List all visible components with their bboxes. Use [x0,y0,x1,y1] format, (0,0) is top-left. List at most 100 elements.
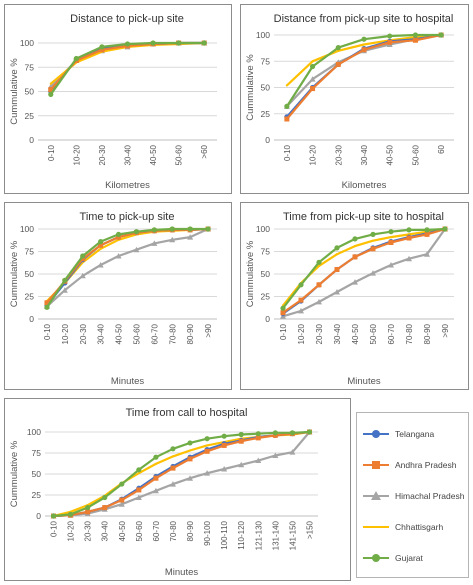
x-axis-label: Kilometres [105,180,150,191]
data-point [204,470,211,476]
data-point [187,440,193,446]
x-tick-label: 40-50 [115,323,124,344]
x-axis-label: Minutes [165,567,199,578]
data-point [169,481,176,487]
data-point [337,49,340,52]
x-tick-label: 30-40 [97,323,106,344]
data-point [424,227,430,233]
data-point [204,448,210,454]
series-line [46,227,209,302]
data-point [238,438,244,444]
x-tick-label: 110-120 [237,520,246,549]
series-gujarat [284,32,444,109]
series-telangana [280,226,448,317]
data-point [80,256,86,262]
x-tick-label: 20-30 [334,144,343,165]
data-point [102,505,108,511]
legend-swatch-telangana [363,429,389,439]
data-point [201,40,207,46]
chart-title: Distance to pick-up site [70,13,184,25]
data-point [44,300,50,306]
x-tick-label: 70-80 [168,323,177,344]
chart-svg: Distance to pick-up site 0 25 50 75 100 0-10 10… [9,13,217,191]
data-point [98,242,104,248]
data-point [361,47,367,53]
series-line [282,227,446,315]
data-point [170,446,176,452]
data-point [221,442,227,448]
y-tick-label: 100 [256,224,270,234]
data-point [255,435,261,441]
y-axis-label: Cummulative % [245,54,256,121]
data-point [61,287,68,293]
legend-label: Gujarat [395,553,423,563]
legend-item-chhattisgarh: Chhattisgarh [363,520,443,534]
x-axis-label: Minutes [111,376,145,387]
data-point [280,305,286,311]
y-tick-label: 25 [261,109,271,119]
data-point [387,33,393,39]
legend-label: Chhattisgarh [395,522,444,532]
data-point [176,40,182,46]
data-point [80,253,86,259]
series-line [282,227,446,314]
data-point [204,436,210,442]
data-point [389,236,393,239]
data-point [335,61,341,67]
data-point [150,40,156,46]
series-line [46,227,208,308]
data-point [116,234,122,240]
chart-legend: Telangana Andhra Pradesh Himachal Prades… [356,412,469,578]
chart-panel-time-to-hospital: Time from pick-up site to hospital 0 25 50 7… [240,202,469,390]
chart-panel-distance-to-pickup: Distance to pick-up site 0 25 50 75 100 0-10 10… [4,4,232,194]
x-tick-label: 50-60 [369,323,378,344]
y-tick-label: 0 [29,314,34,324]
data-point [136,487,142,493]
series-line [49,41,205,91]
y-tick-label: 0 [265,135,270,145]
y-axis-label: Cummulative % [9,240,20,307]
y-tick-label: 50 [261,83,271,93]
data-point [50,513,57,519]
data-point [424,231,430,237]
data-point [188,449,192,452]
data-point [133,229,140,235]
legend-item-telangana: Telangana [363,427,434,441]
chart-title: Time to pick-up site [80,211,175,223]
x-tick-label: 0-10 [279,323,288,340]
data-point [306,429,313,435]
legend-swatch-andhra-pradesh [363,460,389,470]
y-tick-label: 0 [29,135,34,145]
data-point [334,267,340,272]
series-himachal-pradesh [280,226,448,319]
data-point [238,431,244,438]
y-tick-label: 100 [27,427,41,437]
chart-svg: Time from pick-up site to hospital 0 25 50 7… [245,211,454,387]
data-point [99,247,102,250]
data-point [316,298,322,305]
data-point [115,231,122,237]
x-tick-label: 0-10 [283,144,292,161]
x-tick-label: 50-60 [175,144,184,165]
x-tick-label: 20-30 [84,520,93,541]
data-point [154,462,158,466]
data-point [187,456,193,462]
data-point [135,494,142,501]
legend-swatch-himachal-pradesh [363,491,389,501]
data-point [352,279,358,285]
x-tick-label: 10-20 [67,520,76,541]
x-tick-label: 20-30 [98,144,107,165]
chart-svg: Time to pick-up site 0 25 50 75 100 0-10 10-20 2… [9,211,217,387]
circle-marker-icon [372,554,380,562]
x-tick-label: 40-50 [118,520,127,541]
x-tick-label: 80-90 [423,323,432,344]
data-point [238,461,245,468]
y-tick-label: 0 [265,314,270,324]
x-tick-label: 90-100 [203,520,212,545]
data-point [310,86,316,92]
x-tick-label: 121-130 [254,520,263,550]
data-point [316,282,322,288]
data-point [153,454,159,460]
y-axis-label: Cummulative % [9,440,20,507]
data-point [97,262,104,268]
